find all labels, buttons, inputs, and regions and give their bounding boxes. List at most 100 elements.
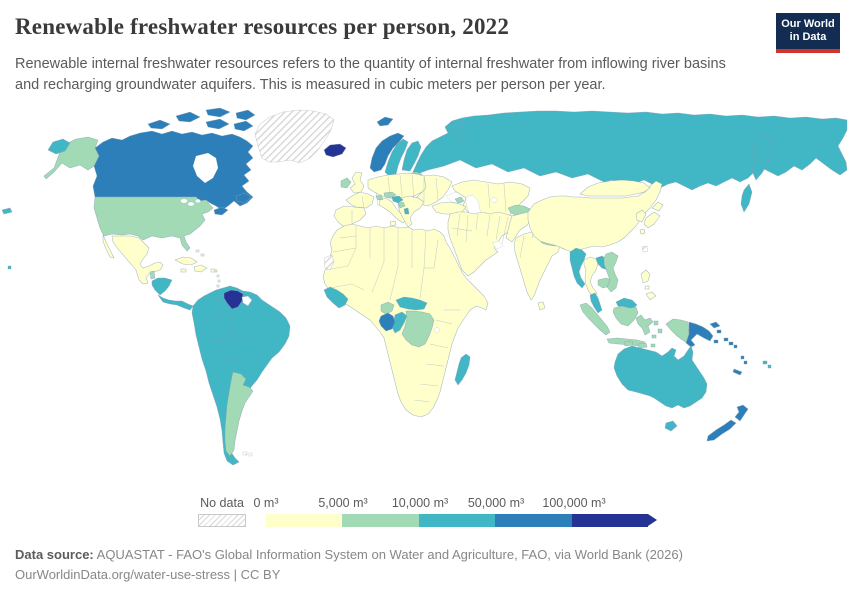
region-guinea-sierra-leone-liberia[interactable] <box>323 286 349 309</box>
region-falklands[interactable] <box>242 451 253 457</box>
region-png-islands[interactable] <box>709 321 722 344</box>
legend-bin-1[interactable] <box>342 514 419 527</box>
region-iberia[interactable] <box>333 205 367 228</box>
region-jamaica[interactable] <box>180 268 187 273</box>
legend-bin-4[interactable] <box>571 514 648 527</box>
region-moluccas[interactable] <box>651 320 663 339</box>
region-philippines-mindanao[interactable] <box>645 291 657 301</box>
region-costa-rica-panama[interactable] <box>157 294 194 311</box>
region-greenland[interactable] <box>254 109 335 164</box>
region-vietnam[interactable] <box>603 251 619 293</box>
region-arctic-islands[interactable] <box>147 107 273 134</box>
region-honduras-nicaragua[interactable] <box>151 277 173 296</box>
legend-no-data-swatch[interactable] <box>198 514 246 527</box>
region-left-fragment[interactable] <box>1 207 13 270</box>
region-chukotka-fragment[interactable] <box>47 138 71 155</box>
region-sumatra[interactable] <box>579 302 611 336</box>
footer-link[interactable]: OurWorldinData.org/water-use-stress <box>15 567 231 582</box>
region-sulawesi[interactable] <box>635 314 654 336</box>
region-fiji[interactable] <box>762 360 772 369</box>
hudson-bay <box>192 152 219 184</box>
region-cameroon[interactable] <box>380 301 395 315</box>
region-sri-lanka[interactable] <box>537 301 546 311</box>
region-turkey[interactable] <box>431 201 467 215</box>
subtitle-line2: and recharging groundwater aquifers. Thi… <box>15 77 606 94</box>
region-kamchatka[interactable] <box>751 132 773 181</box>
region-malay-peninsula[interactable] <box>589 292 603 314</box>
lake-victoria <box>434 327 440 333</box>
region-lesser-antilles[interactable] <box>214 269 221 288</box>
region-puerto-rico[interactable] <box>210 268 216 273</box>
region-cuba[interactable] <box>174 256 198 266</box>
region-french-guiana[interactable] <box>241 295 253 307</box>
region-western-sahara[interactable] <box>323 254 335 271</box>
legend-bin-2[interactable] <box>418 514 496 527</box>
region-lesser-sunda[interactable] <box>623 340 656 349</box>
region-borneo-indonesia[interactable] <box>612 305 639 327</box>
region-france[interactable] <box>345 191 375 209</box>
region-hispaniola[interactable] <box>193 264 208 273</box>
region-sakhalin[interactable] <box>740 183 753 213</box>
region-china[interactable] <box>527 180 663 253</box>
region-canada[interactable] <box>92 130 254 211</box>
region-gabon[interactable] <box>378 312 396 332</box>
great-lakes-2 <box>187 201 195 207</box>
region-croatia[interactable] <box>391 195 404 204</box>
owid-logo[interactable]: Our World in Data <box>776 13 840 53</box>
region-japan-north[interactable] <box>651 201 664 212</box>
region-nz-south[interactable] <box>706 419 737 442</box>
region-belize[interactable] <box>149 270 156 280</box>
region-vanuatu[interactable] <box>740 355 748 365</box>
region-philippines-luzon[interactable] <box>640 269 651 290</box>
region-russia[interactable] <box>412 110 848 191</box>
persian-gulf <box>491 240 504 250</box>
region-taiwan[interactable] <box>641 245 649 253</box>
region-svalbard[interactable] <box>376 116 394 127</box>
region-nova-scotia[interactable] <box>213 206 229 216</box>
region-usa[interactable] <box>93 196 214 252</box>
region-norway[interactable] <box>369 132 405 173</box>
region-ireland[interactable] <box>340 177 352 189</box>
great-lakes-1 <box>180 198 188 204</box>
region-bosnia[interactable] <box>397 201 406 209</box>
region-iceland[interactable] <box>323 143 347 158</box>
region-thailand[interactable] <box>583 256 599 298</box>
region-madagascar[interactable] <box>454 353 471 386</box>
region-papua-new-guinea[interactable] <box>685 321 714 348</box>
region-guyana-suriname[interactable] <box>223 289 244 310</box>
region-drc[interactable] <box>401 310 435 348</box>
region-korea[interactable] <box>635 209 647 223</box>
region-solomon-islands[interactable] <box>723 337 738 349</box>
region-australia[interactable] <box>613 345 708 409</box>
africa-borders <box>325 226 460 403</box>
region-eastern-europe[interactable] <box>413 174 453 207</box>
region-novaya-zemlya[interactable] <box>451 118 467 143</box>
region-new-caledonia[interactable] <box>732 368 743 376</box>
region-bahamas[interactable] <box>195 249 205 257</box>
europe-borders <box>351 174 439 224</box>
region-finland[interactable] <box>401 140 422 172</box>
region-argentina[interactable] <box>224 371 254 457</box>
legend-bin-0[interactable] <box>266 514 343 527</box>
region-georgia[interactable] <box>454 196 465 204</box>
region-alaska[interactable] <box>43 136 100 180</box>
region-switzerland[interactable] <box>375 194 384 201</box>
region-myanmar[interactable] <box>569 247 587 289</box>
region-austria[interactable] <box>383 191 397 199</box>
region-japan-main[interactable] <box>639 211 661 235</box>
region-central-african-republic[interactable] <box>395 296 428 311</box>
owid-logo-line2: in Data <box>789 31 827 43</box>
legend-bin-3[interactable] <box>495 514 572 527</box>
region-mongolia[interactable] <box>579 179 651 197</box>
region-balkans-greece[interactable] <box>397 195 425 228</box>
region-albania[interactable] <box>403 207 410 215</box>
region-mexico[interactable] <box>102 234 164 285</box>
region-uk[interactable] <box>349 171 365 194</box>
legend-arrow <box>647 514 657 526</box>
region-nz-north[interactable] <box>734 404 749 422</box>
great-lakes-3 <box>195 198 201 203</box>
region-newfoundland[interactable] <box>235 192 252 204</box>
region-tasmania[interactable] <box>664 420 678 432</box>
region-africa-main[interactable] <box>322 223 489 418</box>
